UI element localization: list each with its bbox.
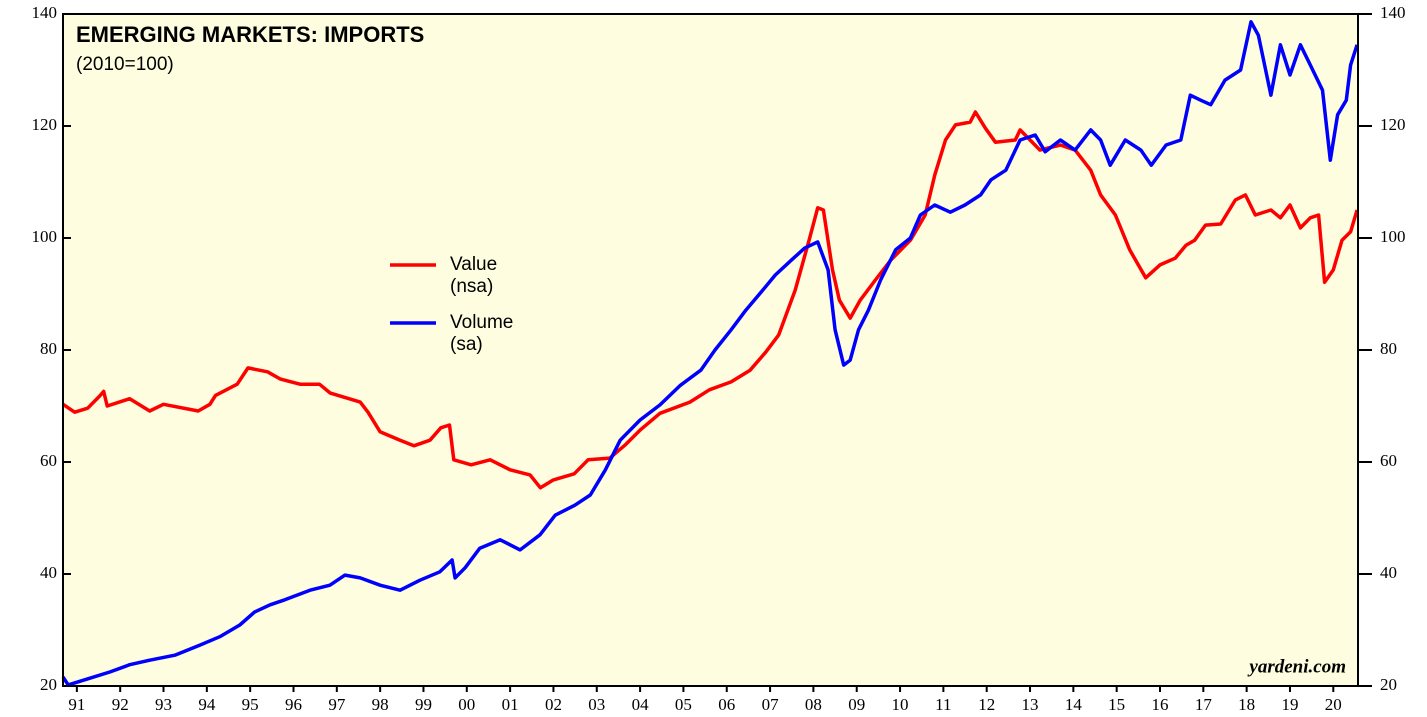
x-tick-label: 99 [415, 695, 432, 714]
x-tick-label: 93 [155, 695, 172, 714]
x-tick-label: 08 [805, 695, 822, 714]
chart-subtitle: (2010=100) [76, 54, 174, 75]
x-tick-label: 96 [285, 695, 302, 714]
x-tick-label: 15 [1108, 695, 1125, 714]
x-tick-label: 18 [1238, 695, 1255, 714]
x-tick-label: 05 [675, 695, 692, 714]
x-tick-label: 04 [632, 695, 650, 714]
y-tick-label: 120 [32, 115, 58, 134]
x-tick-label: 11 [935, 695, 951, 714]
chart-title: EMERGING MARKETS: IMPORTS [76, 22, 424, 47]
plot-area [63, 14, 1358, 686]
marks [61, 20, 1359, 687]
x-tick-label: 19 [1281, 695, 1298, 714]
x-tick-label: 20 [1325, 695, 1342, 714]
y-tick-label: 100 [32, 227, 58, 246]
x-tick-label: 09 [848, 695, 865, 714]
x-tick-label: 97 [328, 695, 346, 714]
data-line [61, 20, 1359, 687]
y-tick-label: 140 [32, 3, 58, 22]
y-tick-label: 40 [40, 563, 57, 582]
y2-tick-label: 60 [1380, 451, 1397, 470]
y-tick-label: 60 [40, 451, 57, 470]
y-tick-label: 20 [40, 675, 57, 694]
data-line [62, 110, 1359, 490]
x-tick-label: 91 [68, 695, 85, 714]
y2-tick-label: 140 [1380, 3, 1406, 22]
x-tick-label: 17 [1195, 695, 1213, 714]
x-tick-label: 03 [588, 695, 605, 714]
x-tick-label: 94 [198, 695, 216, 714]
x-tick-label: 07 [762, 695, 780, 714]
legend-label: Volume (sa) [450, 312, 513, 355]
x-tick-label: 98 [372, 695, 389, 714]
x-tick-label: 92 [112, 695, 129, 714]
y2-tick-label: 100 [1380, 227, 1406, 246]
x-tick-label: 01 [502, 695, 519, 714]
y2-tick-label: 120 [1380, 115, 1406, 134]
footnote: yardeni.com [1247, 656, 1346, 677]
y2-tick-label: 80 [1380, 339, 1397, 358]
x-tick-label: 14 [1065, 695, 1083, 714]
x-tick-label: 02 [545, 695, 562, 714]
y2-tick-label: 40 [1380, 563, 1397, 582]
x-tick-label: 13 [1022, 695, 1039, 714]
x-tick-label: 95 [242, 695, 259, 714]
x-tick-label: 10 [892, 695, 909, 714]
y2-tick-label: 20 [1380, 675, 1397, 694]
y-tick-label: 80 [40, 339, 57, 358]
x-tick-label: 00 [458, 695, 475, 714]
x-tick-label: 06 [718, 695, 735, 714]
x-tick-label: 16 [1152, 695, 1169, 714]
legend-label: Value (nsa) [450, 254, 497, 297]
x-tick-label: 12 [978, 695, 995, 714]
